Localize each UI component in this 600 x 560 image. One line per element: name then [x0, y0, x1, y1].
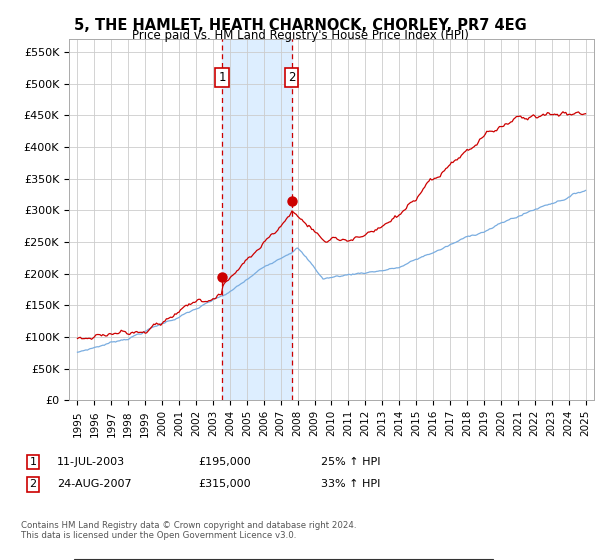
Text: 11-JUL-2003: 11-JUL-2003 — [57, 457, 125, 467]
Text: £315,000: £315,000 — [198, 479, 251, 489]
Text: Price paid vs. HM Land Registry's House Price Index (HPI): Price paid vs. HM Land Registry's House … — [131, 29, 469, 42]
Text: 2: 2 — [29, 479, 37, 489]
Text: Contains HM Land Registry data © Crown copyright and database right 2024.
This d: Contains HM Land Registry data © Crown c… — [21, 521, 356, 540]
Text: 1: 1 — [218, 71, 226, 84]
Text: 24-AUG-2007: 24-AUG-2007 — [57, 479, 131, 489]
Text: 33% ↑ HPI: 33% ↑ HPI — [321, 479, 380, 489]
Text: 2: 2 — [288, 71, 295, 84]
Text: 25% ↑ HPI: 25% ↑ HPI — [321, 457, 380, 467]
Text: £195,000: £195,000 — [198, 457, 251, 467]
Text: 5, THE HAMLET, HEATH CHARNOCK, CHORLEY, PR7 4EG: 5, THE HAMLET, HEATH CHARNOCK, CHORLEY, … — [74, 18, 526, 33]
Bar — [222, 39, 292, 400]
Legend: 5, THE HAMLET, HEATH CHARNOCK, CHORLEY, PR7 4EG (detached house), HPI: Average p: 5, THE HAMLET, HEATH CHARNOCK, CHORLEY, … — [74, 559, 493, 560]
Text: 1: 1 — [29, 457, 37, 467]
